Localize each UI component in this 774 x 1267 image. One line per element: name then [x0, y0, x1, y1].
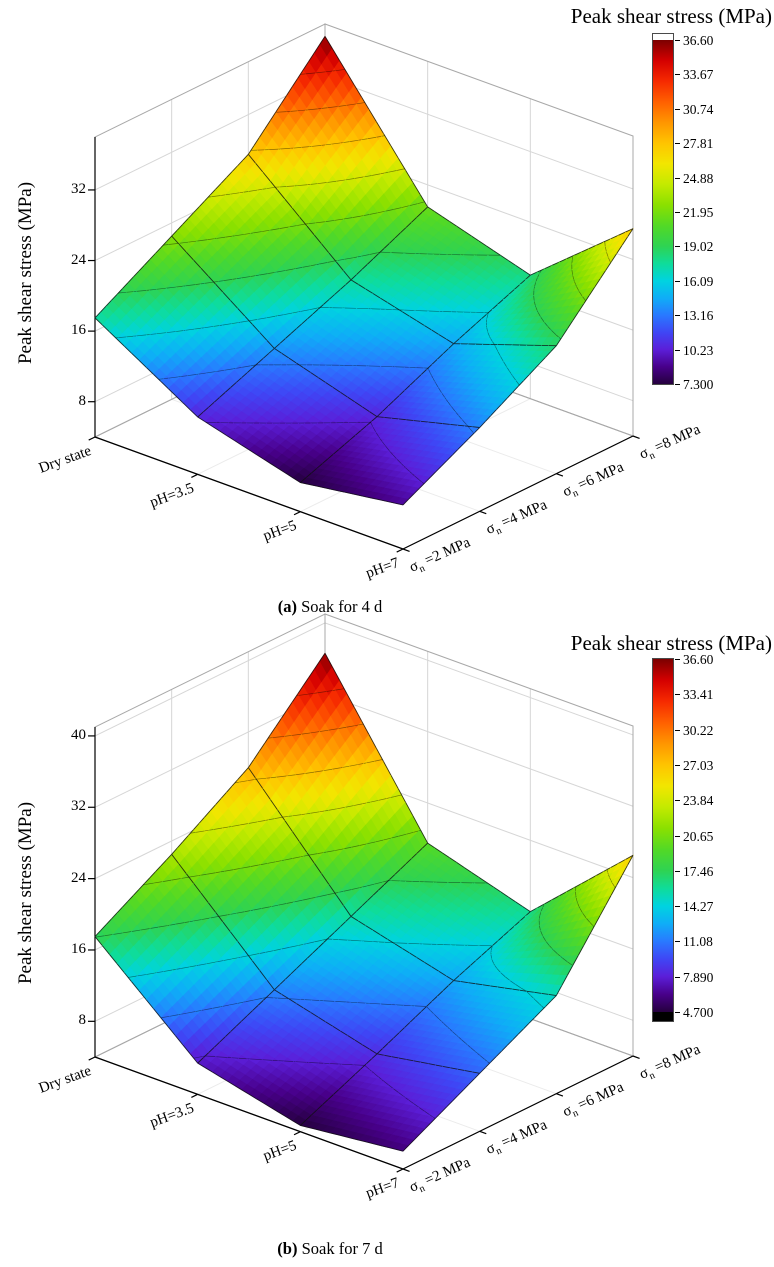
- surface-plot-a-canvas: [0, 0, 774, 620]
- caption-a-text: Soak for 4 d: [301, 597, 383, 616]
- z-axis-title-b: Peak shear stress (MPa): [15, 801, 36, 985]
- caption-a-marker: (a): [277, 597, 297, 616]
- colorbar-title-b: Peak shear stress (MPa): [570, 631, 772, 655]
- caption-b-marker: (b): [277, 1239, 298, 1258]
- caption-a: (a) Soak for 4 d: [0, 597, 660, 617]
- colorbar-title-a: Peak shear stress (MPa): [570, 4, 772, 28]
- caption-b-text: Soak for 7 d: [301, 1239, 383, 1258]
- z-axis-title-a: Peak shear stress (MPa): [15, 181, 36, 365]
- surface-plot-b-canvas: [0, 600, 774, 1267]
- caption-b: (b) Soak for 7 d: [0, 1239, 660, 1259]
